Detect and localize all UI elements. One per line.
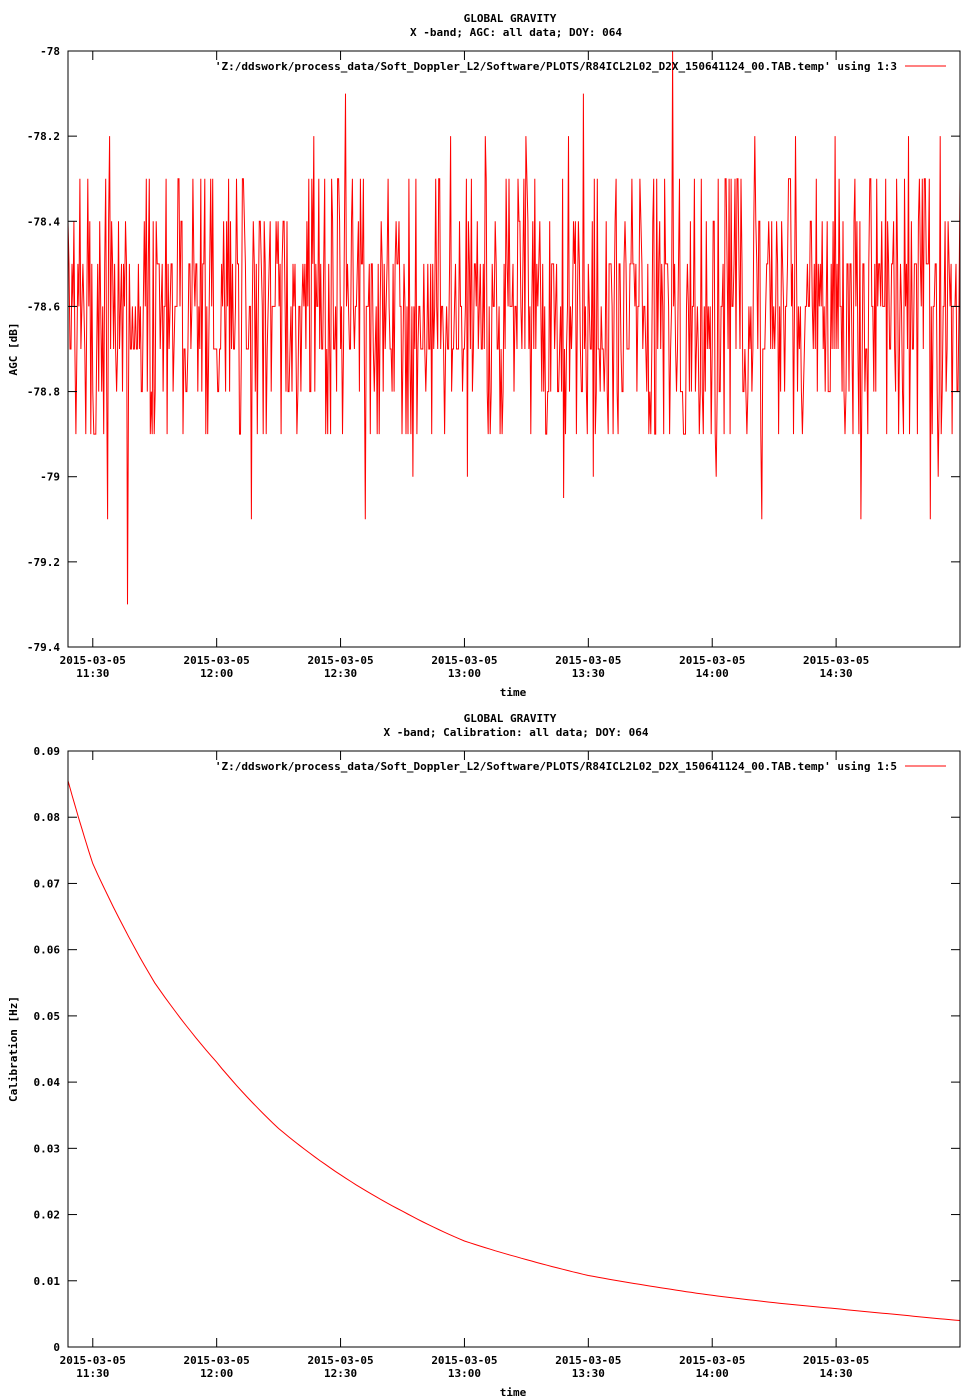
calibration-y-tick-label: 0.06 [34, 944, 61, 957]
agc-x-tick-time: 12:00 [200, 667, 233, 680]
calibration-y-tick-label: 0.03 [34, 1142, 61, 1155]
calibration-y-tick-label: 0.04 [34, 1076, 61, 1089]
calibration-x-axis-label: time [500, 1386, 527, 1399]
agc-series-line [67, 50, 961, 605]
agc-y-tick-label: -78.6 [27, 300, 60, 313]
calibration-x-axis: 2015-03-0511:302015-03-0512:002015-03-05… [60, 751, 869, 1380]
calibration-chart: GLOBAL GRAVITY X -band; Calibration: all… [7, 712, 961, 1399]
calibration-x-tick-date: 2015-03-05 [307, 1354, 373, 1367]
agc-y-axis: -79.4 -79.2 -79 -78.8 -78.6 -78.4 -78.2 -78 [27, 45, 960, 654]
agc-x-tick-date: 2015-03-05 [184, 654, 250, 667]
calibration-y-tick-label: 0.08 [34, 811, 61, 824]
calibration-x-tick-date: 2015-03-05 [803, 1354, 869, 1367]
agc-x-tick-time: 12:30 [324, 667, 357, 680]
calibration-y-tick-label: 0.05 [34, 1010, 61, 1023]
calibration-plot-frame [67, 750, 961, 1348]
agc-chart: GLOBAL GRAVITY X -band; AGC: all data; D… [7, 12, 961, 699]
agc-y-tick-label: -78.4 [27, 215, 60, 228]
calibration-x-tick-time: 12:00 [200, 1367, 233, 1380]
agc-y-tick-label: -78 [40, 45, 60, 58]
calibration-x-tick-time: 11:30 [76, 1367, 109, 1380]
agc-y-tick-label: -79.4 [27, 641, 60, 654]
agc-y-tick-label: -79.2 [27, 556, 60, 569]
agc-chart-title: GLOBAL GRAVITY [464, 12, 557, 25]
calibration-y-tick-label: 0.01 [34, 1275, 61, 1288]
calibration-x-tick-time: 14:00 [696, 1367, 729, 1380]
agc-x-tick-time: 14:30 [820, 667, 853, 680]
agc-x-tick-date: 2015-03-05 [803, 654, 869, 667]
agc-y-tick-label: -79 [40, 471, 60, 484]
calibration-x-tick-date: 2015-03-05 [555, 1354, 621, 1367]
calibration-chart-subtitle: X -band; Calibration: all data; DOY: 064 [384, 726, 649, 739]
calibration-y-tick-label: 0.09 [34, 745, 61, 758]
agc-x-axis: 2015-03-0511:302015-03-0512:002015-03-05… [60, 51, 869, 680]
agc-x-tick-date: 2015-03-05 [60, 654, 126, 667]
agc-legend: 'Z:/ddswork/process_data/Soft_Doppler_L2… [215, 60, 946, 73]
calibration-y-tick-label: 0.07 [34, 877, 61, 890]
calibration-legend-label: 'Z:/ddswork/process_data/Soft_Doppler_L2… [215, 760, 897, 773]
calibration-x-tick-time: 13:30 [572, 1367, 605, 1380]
calibration-series [67, 780, 961, 1321]
agc-y-tick-label: -78.8 [27, 386, 60, 399]
calibration-x-tick-time: 14:30 [820, 1367, 853, 1380]
calibration-y-axis: 0 0.01 0.02 0.03 0.04 0.05 0.06 0.07 0.08 0.09 [34, 745, 960, 1354]
calibration-x-tick-date: 2015-03-05 [184, 1354, 250, 1367]
calibration-chart-title: GLOBAL GRAVITY [464, 712, 557, 725]
agc-x-tick-date: 2015-03-05 [679, 654, 745, 667]
calibration-x-tick-date: 2015-03-05 [60, 1354, 126, 1367]
agc-x-tick-date: 2015-03-05 [431, 654, 497, 667]
agc-chart-subtitle: X -band; AGC: all data; DOY: 064 [410, 26, 622, 39]
calibration-series-line [67, 780, 961, 1321]
agc-x-tick-time: 14:00 [696, 667, 729, 680]
agc-x-tick-time: 11:30 [76, 667, 109, 680]
agc-x-tick-date: 2015-03-05 [555, 654, 621, 667]
agc-plot-frame [67, 50, 961, 648]
calibration-x-tick-time: 12:30 [324, 1367, 357, 1380]
agc-x-tick-time: 13:00 [448, 667, 481, 680]
agc-y-axis-label: AGC [dB] [7, 323, 20, 376]
agc-x-tick-date: 2015-03-05 [307, 654, 373, 667]
calibration-y-tick-label: 0.02 [34, 1209, 61, 1222]
calibration-legend: 'Z:/ddswork/process_data/Soft_Doppler_L2… [215, 760, 946, 773]
calibration-y-axis-label: Calibration [Hz] [7, 996, 20, 1102]
agc-x-tick-time: 13:30 [572, 667, 605, 680]
calibration-y-tick-label: 0 [53, 1341, 60, 1354]
agc-legend-label: 'Z:/ddswork/process_data/Soft_Doppler_L2… [215, 60, 897, 73]
agc-series [67, 50, 961, 605]
agc-y-tick-label: -78.2 [27, 130, 60, 143]
agc-x-axis-label: time [500, 686, 527, 699]
calibration-x-tick-time: 13:00 [448, 1367, 481, 1380]
calibration-x-tick-date: 2015-03-05 [431, 1354, 497, 1367]
calibration-x-tick-date: 2015-03-05 [679, 1354, 745, 1367]
